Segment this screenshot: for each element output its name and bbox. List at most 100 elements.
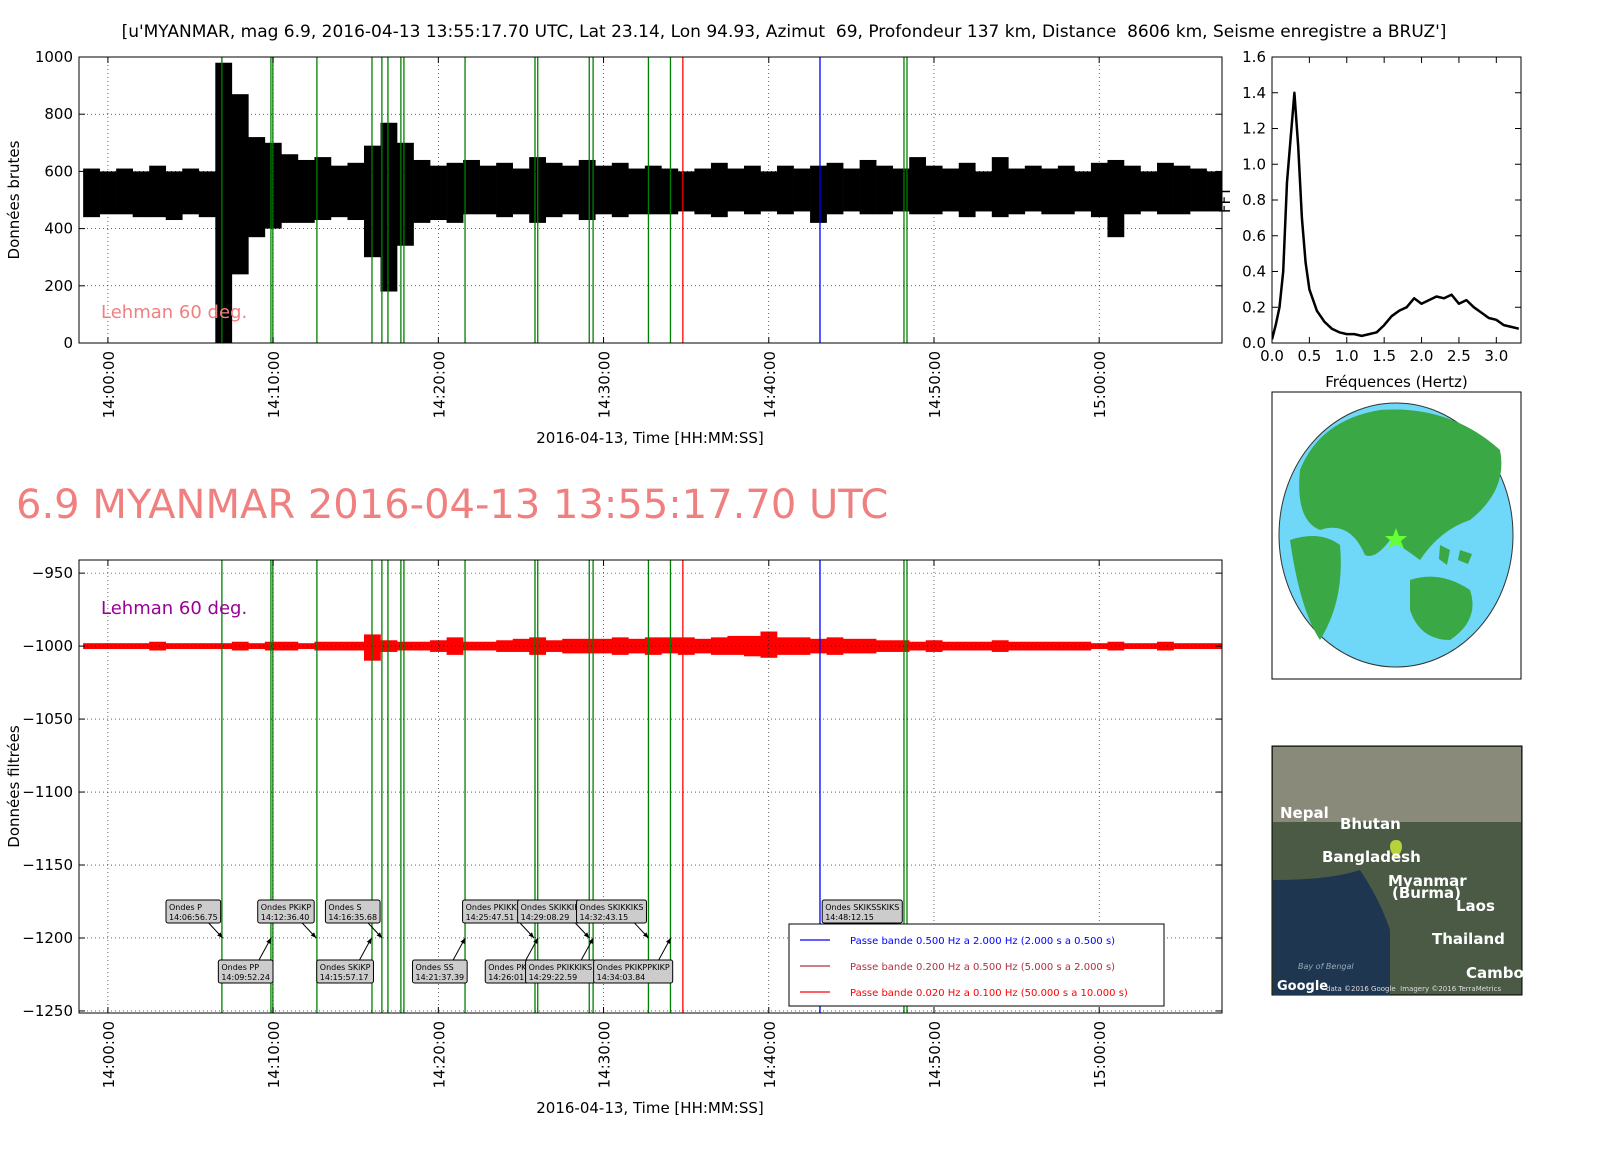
phase-time: 14:29:22.59 <box>529 973 578 982</box>
phase-name: Ondes SS <box>415 963 453 972</box>
signal-envelope <box>677 171 695 212</box>
legend-box <box>788 923 1165 1007</box>
phase-name: Ondes PKIKKIKS <box>529 963 593 972</box>
heading: 6.9 MYANMAR 2016-04-13 13:55:17.70 UTC <box>16 482 888 528</box>
phase-box <box>576 899 647 924</box>
signal-envelope <box>281 154 299 223</box>
y-tick-label: −950 <box>32 564 73 582</box>
signal-envelope <box>165 643 183 650</box>
chart-annotation: Lehman 60 deg. <box>101 302 247 323</box>
x-tick-label: 14:30:00 <box>596 351 614 418</box>
signal-envelope <box>397 142 414 246</box>
signal-envelope <box>496 162 513 218</box>
phase-name: Ondes PKIKKIKP <box>466 903 530 912</box>
signal-envelope <box>810 638 827 654</box>
map-credit: data ©2016 Google Imagery ©2016 TerraMet… <box>1326 985 1501 993</box>
signal-envelope <box>430 165 447 221</box>
signal-envelope <box>611 637 629 655</box>
spectrum-line <box>1272 91 1520 340</box>
phase-time: 14:12:36.40 <box>261 913 310 922</box>
signal-envelope <box>942 641 960 651</box>
signal-envelope <box>1041 641 1059 651</box>
y-tick-label: 600 <box>44 162 73 180</box>
signal-envelope <box>975 171 993 212</box>
arrow-head <box>533 937 538 944</box>
signal-envelope <box>1173 165 1191 215</box>
arrow-head <box>588 937 594 944</box>
phase-annotation: Ondes S14:16:35.68 <box>324 899 383 939</box>
phase-name: Ondes PKKP <box>488 963 536 972</box>
signal-envelope <box>347 162 365 221</box>
phase-name: Ondes SKIKKIKP <box>521 903 585 912</box>
signal-envelope <box>380 122 398 292</box>
arrow-head <box>266 937 271 944</box>
arrow-head <box>376 932 383 938</box>
signal-envelope <box>611 162 629 218</box>
map-label: Thailand <box>1432 930 1505 948</box>
arrow-head <box>217 932 223 938</box>
signal-envelope <box>496 640 513 652</box>
x-tick-label: 15:00:00 <box>1091 1021 1109 1088</box>
y-tick-label: 1000 <box>35 48 73 66</box>
signal-envelope <box>1057 641 1075 651</box>
signal-envelope <box>1157 162 1174 215</box>
signal-envelope <box>1206 643 1222 650</box>
arrow-head <box>583 932 590 938</box>
signal-envelope <box>628 168 646 215</box>
y-tick-label: 0.0 <box>1242 334 1266 352</box>
phase-name: Ondes PKiKP <box>261 903 312 912</box>
signal-envelope <box>479 165 497 215</box>
x-tick-label: 1.0 <box>1335 347 1359 365</box>
signal-envelope <box>1057 165 1075 215</box>
signal-envelope <box>116 168 133 215</box>
x-tick-label: 1.5 <box>1372 347 1396 365</box>
signal-envelope <box>777 165 794 215</box>
x-tick-label: 14:30:00 <box>596 1021 614 1088</box>
signal-envelope <box>397 641 414 651</box>
signal-envelope <box>991 157 1009 218</box>
phase-box <box>316 959 374 984</box>
signal-envelope <box>1206 171 1222 212</box>
y-tick-label: −1100 <box>22 783 73 801</box>
signal-envelope <box>793 637 811 655</box>
signal-envelope <box>83 168 100 218</box>
signal-envelope <box>446 162 464 223</box>
signal-envelope <box>958 162 976 218</box>
x-tick-label: 14:00:00 <box>100 351 118 418</box>
x-tick-label: 14:10:00 <box>265 351 283 418</box>
signal-envelope <box>198 171 216 218</box>
phase-name: Ondes SKIKKIKS <box>580 903 644 912</box>
y-tick-label: −1250 <box>22 1002 73 1020</box>
y-tick-label: 800 <box>44 105 73 123</box>
signal-envelope <box>231 94 249 275</box>
phase-time: 14:09:52.24 <box>221 973 270 982</box>
signal-envelope <box>727 168 745 212</box>
x-tick-label: 14:10:00 <box>265 1021 283 1088</box>
signal-envelope <box>1008 168 1026 215</box>
map-label: (Burma) <box>1392 884 1461 902</box>
y-tick-label: 0.8 <box>1242 191 1266 209</box>
x-axis-label: Fréquences (Hertz) <box>1325 373 1468 391</box>
y-tick-label: −1000 <box>22 637 73 655</box>
signal-envelope <box>661 168 679 215</box>
phase-name: Ondes PP <box>221 963 259 972</box>
signal-envelope <box>760 171 778 212</box>
chart-annotation: Lehman 60 deg. <box>101 598 247 619</box>
signal-envelope <box>777 637 794 655</box>
x-tick-label: 14:20:00 <box>430 351 448 418</box>
x-tick-label: 0.5 <box>1297 347 1321 365</box>
map-label: Nepal <box>1280 804 1329 822</box>
signal-envelope <box>1008 641 1026 651</box>
signal-envelope <box>1024 641 1042 651</box>
plot-frame <box>78 559 1223 1014</box>
arrow-head <box>366 937 372 944</box>
x-tick-label: 3.0 <box>1484 347 1508 365</box>
map-label: Laos <box>1456 897 1495 915</box>
